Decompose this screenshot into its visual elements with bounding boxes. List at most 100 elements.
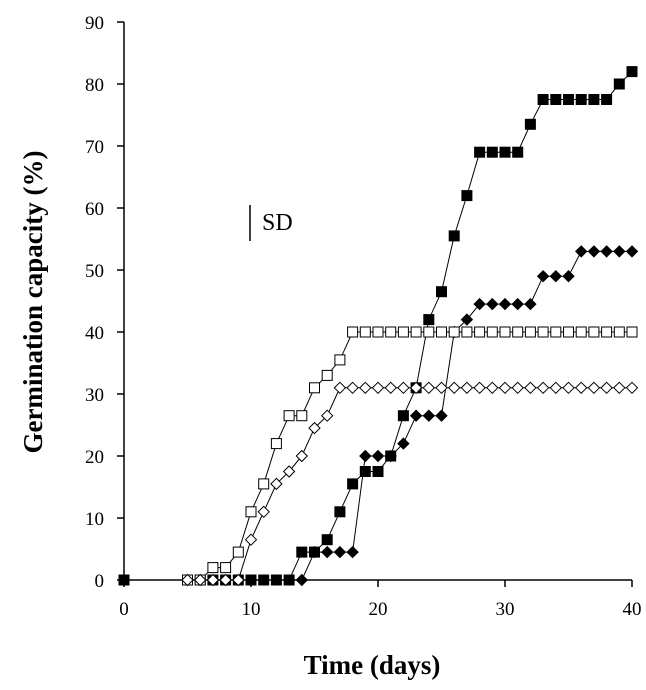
- data-point: [422, 381, 436, 395]
- data-point: [270, 574, 282, 586]
- y-tick-label: 0: [95, 571, 105, 592]
- data-point: [461, 190, 473, 202]
- data-point: [309, 382, 320, 394]
- data-point: [486, 381, 499, 395]
- data-point: [257, 505, 270, 519]
- data-point: [295, 449, 309, 463]
- data-point: [308, 421, 321, 435]
- data-point: [334, 354, 346, 366]
- data-point: [371, 449, 385, 463]
- data-point: [473, 297, 486, 311]
- data-point: [245, 574, 257, 586]
- data-point: [512, 326, 524, 338]
- data-point: [232, 573, 245, 587]
- data-point: [601, 326, 613, 338]
- data-point: [334, 506, 346, 518]
- y-tick-label: 60: [85, 199, 104, 220]
- data-point: [321, 369, 333, 381]
- series-filled-square: [118, 66, 638, 586]
- y-tick-label: 30: [85, 385, 104, 406]
- series-line: [124, 71, 633, 581]
- data-point: [296, 546, 308, 558]
- data-point: [486, 146, 498, 158]
- data-point: [436, 326, 447, 338]
- data-point: [486, 297, 499, 311]
- data-point: [397, 437, 410, 450]
- data-point: [536, 381, 550, 395]
- data-point: [562, 381, 575, 395]
- data-point: [372, 466, 384, 477]
- data-point: [512, 146, 524, 158]
- data-point: [283, 410, 295, 422]
- data-point: [296, 410, 308, 422]
- data-point: [397, 410, 409, 422]
- data-point: [436, 286, 447, 298]
- series-filled-diamond: [295, 245, 639, 587]
- data-point: [397, 381, 410, 395]
- data-point: [574, 381, 588, 395]
- data-point: [486, 326, 498, 338]
- data-point: [563, 326, 574, 338]
- data-point: [499, 146, 511, 158]
- data-point: [626, 326, 638, 338]
- x-tick-label: 40: [623, 599, 642, 620]
- series-line: [187, 387, 632, 581]
- series-open-square: [182, 326, 638, 586]
- data-point: [448, 326, 460, 338]
- data-point: [588, 94, 600, 105]
- data-point: [550, 94, 562, 105]
- data-point: [626, 66, 638, 78]
- data-point: [498, 381, 512, 395]
- data-point: [359, 381, 372, 395]
- data-point: [118, 574, 130, 586]
- data-point: [549, 269, 563, 283]
- x-axis-label: Time (days): [304, 650, 441, 680]
- data-point: [600, 381, 613, 395]
- series-line: [187, 331, 632, 581]
- x-tick-label: 10: [242, 599, 261, 620]
- data-point: [549, 381, 563, 395]
- data-point: [460, 381, 474, 395]
- data-point: [245, 506, 257, 518]
- data-point: [409, 381, 423, 395]
- data-point: [563, 94, 574, 105]
- data-point: [574, 245, 588, 258]
- data-point: [232, 546, 244, 558]
- data-point: [423, 314, 435, 326]
- data-point: [409, 409, 423, 422]
- data-point: [524, 118, 536, 130]
- data-point: [320, 409, 334, 422]
- data-point: [207, 562, 219, 574]
- y-tick-label: 80: [85, 75, 104, 96]
- data-point: [524, 326, 536, 338]
- data-point: [384, 449, 397, 463]
- data-point: [346, 381, 359, 395]
- data-point: [206, 573, 220, 587]
- data-point: [537, 94, 549, 105]
- data-point: [333, 381, 347, 395]
- y-tick-label: 70: [85, 137, 104, 158]
- data-point: [524, 381, 537, 395]
- data-point: [511, 381, 524, 395]
- data-point: [181, 573, 194, 587]
- data-point: [283, 574, 295, 586]
- data-point: [587, 245, 601, 258]
- data-point: [588, 326, 600, 338]
- y-tick-label: 50: [85, 261, 104, 282]
- data-point: [601, 94, 613, 105]
- data-point: [613, 245, 626, 258]
- data-point: [511, 297, 524, 311]
- y-axis-label: Germination capacity (%): [18, 151, 48, 454]
- data-point: [282, 465, 296, 478]
- data-point: [385, 326, 397, 338]
- data-point: [625, 245, 639, 258]
- data-point: [347, 478, 359, 490]
- data-point: [258, 478, 270, 490]
- data-point: [600, 245, 613, 258]
- data-point: [448, 230, 460, 242]
- data-point: [575, 326, 587, 338]
- x-tick-label: 0: [119, 599, 129, 620]
- y-tick-label: 90: [85, 13, 104, 34]
- data-point: [423, 326, 435, 338]
